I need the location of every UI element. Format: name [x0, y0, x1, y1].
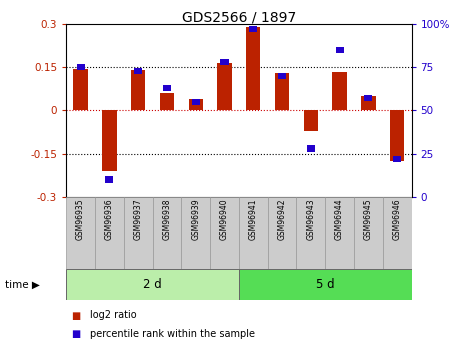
Bar [73, 69, 88, 110]
Bar [66, 197, 95, 269]
Bar [220, 59, 228, 65]
Text: GSM96942: GSM96942 [278, 199, 287, 240]
Bar [325, 197, 354, 269]
Text: ■: ■ [71, 329, 80, 339]
Bar [333, 72, 347, 110]
Bar [131, 70, 145, 110]
Bar [390, 110, 404, 161]
Bar [239, 197, 268, 269]
Text: GSM96936: GSM96936 [105, 199, 114, 240]
Text: ■: ■ [71, 310, 80, 321]
Bar [134, 68, 142, 74]
Bar [105, 176, 114, 183]
Text: 5 d: 5 d [316, 278, 334, 291]
Bar [77, 64, 85, 70]
Bar [249, 26, 257, 32]
Text: GSM96938: GSM96938 [162, 199, 171, 240]
Bar [383, 197, 412, 269]
Text: time ▶: time ▶ [5, 280, 40, 289]
Text: GSM96937: GSM96937 [134, 199, 143, 240]
Text: percentile rank within the sample: percentile rank within the sample [90, 329, 255, 339]
Bar [393, 156, 401, 162]
Text: GSM96940: GSM96940 [220, 199, 229, 240]
Bar [210, 197, 239, 269]
Bar [163, 85, 171, 91]
Text: GSM96939: GSM96939 [191, 199, 200, 240]
Bar [66, 269, 239, 300]
Bar [217, 63, 232, 110]
Text: 2 d: 2 d [143, 278, 162, 291]
Bar [268, 197, 297, 269]
Bar [364, 95, 372, 101]
Bar [189, 99, 203, 110]
Text: GSM96946: GSM96946 [393, 199, 402, 240]
Text: GSM96944: GSM96944 [335, 199, 344, 240]
Bar [160, 93, 174, 110]
Text: GSM96935: GSM96935 [76, 199, 85, 240]
Text: GSM96945: GSM96945 [364, 199, 373, 240]
Bar [275, 73, 289, 110]
Bar [304, 110, 318, 130]
Bar [192, 99, 200, 105]
Bar [246, 27, 261, 110]
Bar [307, 145, 315, 151]
Bar [239, 269, 412, 300]
Text: GSM96941: GSM96941 [249, 199, 258, 240]
Bar [354, 197, 383, 269]
Bar [361, 96, 376, 110]
Bar [181, 197, 210, 269]
Bar [152, 197, 181, 269]
Bar [278, 73, 286, 79]
Bar [297, 197, 325, 269]
Bar [102, 110, 116, 171]
Bar [95, 197, 124, 269]
Text: log2 ratio: log2 ratio [90, 310, 137, 321]
Bar [335, 47, 343, 53]
Text: GSM96943: GSM96943 [307, 199, 315, 240]
Text: GDS2566 / 1897: GDS2566 / 1897 [182, 10, 296, 24]
Bar [124, 197, 152, 269]
